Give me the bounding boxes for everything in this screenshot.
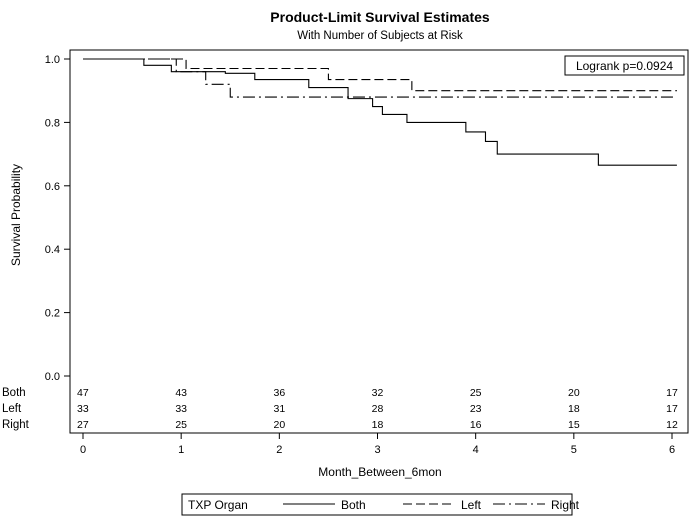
risk-count: 15	[568, 419, 580, 431]
risk-count: 12	[666, 419, 678, 431]
chart-title: Product-Limit Survival Estimates	[270, 9, 490, 25]
risk-count: 33	[77, 403, 89, 415]
risk-count: 43	[175, 387, 187, 399]
at-risk-table: Both 47 43 36 32 25 20 17 Left 33 33 31 28 23 18 17 Righ…	[2, 387, 678, 431]
risk-count: 23	[470, 403, 482, 415]
y-axis: 0.0 0.2 0.4 0.6 0.8 1.0	[45, 54, 70, 383]
legend-title: TXP Organ	[188, 498, 248, 512]
plot-frame	[69, 49, 689, 434]
x-axis-label: Month_Between_6mon	[318, 465, 441, 479]
series-line-right	[83, 58, 677, 98]
y-tick-label: 0.8	[45, 117, 60, 129]
risk-count: 32	[372, 387, 384, 399]
risk-count: 36	[273, 387, 285, 399]
series-line-both	[83, 58, 677, 166]
risk-count: 20	[273, 419, 285, 431]
survival-curves	[83, 58, 677, 166]
risk-count: 25	[470, 387, 482, 399]
x-axis: 0 1 2 3 4 5 6	[80, 433, 675, 456]
risk-count: 17	[666, 387, 678, 399]
risk-count: 33	[175, 403, 187, 415]
legend-label: Left	[461, 498, 482, 512]
y-axis-label: Survival Probability	[9, 164, 23, 266]
logrank-box	[564, 55, 685, 76]
y-tick-label: 0.2	[45, 308, 60, 320]
y-tick-label: 0.6	[45, 181, 60, 193]
risk-count: 28	[372, 403, 384, 415]
legend-label: Both	[341, 498, 366, 512]
x-tick-label: 6	[669, 444, 675, 456]
y-tick-label: 1.0	[45, 54, 60, 66]
risk-count: 17	[666, 403, 678, 415]
x-tick-label: 4	[473, 444, 479, 456]
x-tick-label: 5	[571, 444, 577, 456]
risk-count: 16	[470, 419, 482, 431]
y-tick-label: 0.4	[45, 244, 60, 256]
x-tick-label: 0	[80, 444, 86, 456]
risk-count: 31	[273, 403, 285, 415]
legend-box	[181, 493, 573, 516]
risk-count: 25	[175, 419, 187, 431]
risk-row-label: Left	[2, 403, 22, 415]
risk-row-label: Both	[2, 387, 26, 399]
risk-count: 20	[568, 387, 580, 399]
legend: TXP Organ Both Left Right	[181, 493, 580, 516]
series-line-left	[83, 58, 677, 92]
logrank-annotation: Logrank p=0.0924	[576, 59, 673, 73]
risk-count: 18	[568, 403, 580, 415]
chart-subtitle: With Number of Subjects at Risk	[297, 30, 463, 42]
y-tick-label: 0.0	[45, 371, 60, 383]
risk-count: 27	[77, 419, 89, 431]
x-tick-label: 2	[276, 444, 282, 456]
risk-count: 18	[372, 419, 384, 431]
risk-row-label: Right	[2, 419, 30, 431]
risk-count: 47	[77, 387, 89, 399]
legend-label: Right	[551, 498, 580, 512]
x-tick-label: 1	[178, 444, 184, 456]
x-tick-label: 3	[374, 444, 380, 456]
